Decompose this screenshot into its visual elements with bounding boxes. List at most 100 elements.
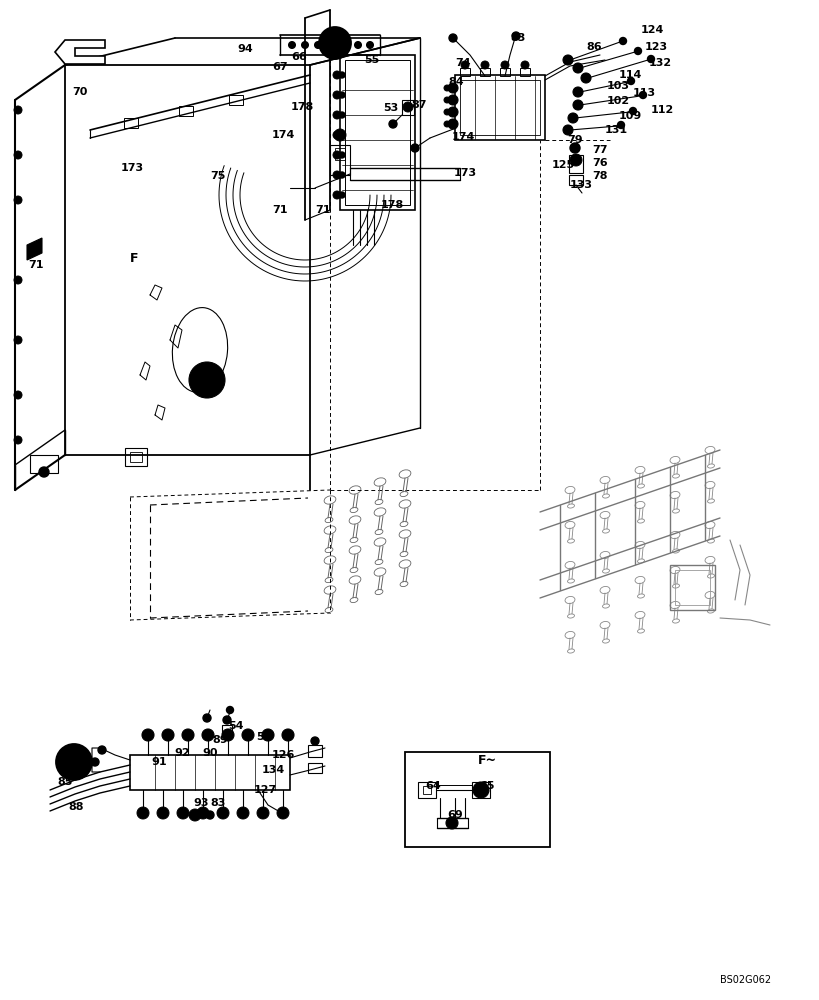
- Circle shape: [569, 143, 579, 153]
- Text: E: E: [68, 748, 76, 762]
- Text: 54: 54: [228, 721, 243, 731]
- Text: F: F: [130, 251, 138, 264]
- Bar: [418, 782, 436, 798]
- Circle shape: [14, 196, 22, 204]
- Bar: [308, 763, 322, 773]
- Circle shape: [277, 807, 288, 819]
- Circle shape: [201, 729, 214, 741]
- Circle shape: [218, 809, 226, 817]
- Circle shape: [206, 811, 214, 819]
- Circle shape: [563, 125, 572, 135]
- Bar: [30, 455, 58, 473]
- Bar: [130, 452, 142, 462]
- Text: 131: 131: [604, 125, 627, 135]
- Bar: [179, 106, 192, 116]
- Text: 67: 67: [272, 62, 287, 72]
- Circle shape: [156, 807, 169, 819]
- Bar: [479, 68, 490, 76]
- Bar: [124, 448, 147, 466]
- Bar: [329, 145, 350, 175]
- Circle shape: [449, 820, 455, 826]
- Text: 87: 87: [410, 100, 426, 110]
- Text: 91: 91: [151, 757, 166, 767]
- Circle shape: [410, 144, 419, 152]
- Circle shape: [447, 83, 458, 93]
- Text: 109: 109: [618, 111, 641, 121]
- Bar: [568, 155, 582, 173]
- Circle shape: [402, 102, 413, 112]
- Circle shape: [256, 807, 269, 819]
- Circle shape: [443, 97, 450, 103]
- Text: 79: 79: [566, 135, 582, 145]
- Bar: [308, 745, 322, 757]
- Circle shape: [319, 27, 351, 59]
- Circle shape: [338, 92, 345, 98]
- Circle shape: [572, 145, 578, 151]
- Bar: [124, 118, 138, 128]
- Text: 86: 86: [586, 42, 601, 52]
- Circle shape: [162, 729, 174, 741]
- Text: 173: 173: [121, 163, 144, 173]
- Text: 174: 174: [451, 132, 475, 142]
- Circle shape: [197, 807, 209, 819]
- Text: 94: 94: [237, 44, 252, 54]
- Text: 174: 174: [272, 130, 295, 140]
- Text: 66: 66: [291, 52, 306, 62]
- Text: 75: 75: [210, 171, 225, 181]
- Text: 178: 178: [381, 200, 404, 210]
- Text: E: E: [328, 29, 336, 42]
- Circle shape: [629, 107, 636, 114]
- Circle shape: [39, 467, 49, 477]
- Bar: [459, 68, 469, 76]
- Circle shape: [237, 807, 249, 819]
- Circle shape: [617, 121, 624, 128]
- Bar: [345, 60, 410, 205]
- Bar: [222, 725, 232, 735]
- Circle shape: [182, 729, 194, 741]
- Circle shape: [647, 55, 654, 62]
- Text: 88: 88: [68, 802, 84, 812]
- Circle shape: [222, 729, 233, 741]
- Circle shape: [447, 119, 458, 129]
- Text: F~: F~: [477, 754, 496, 766]
- Circle shape: [14, 276, 22, 284]
- Circle shape: [177, 807, 188, 819]
- Text: 90: 90: [201, 748, 217, 758]
- Circle shape: [447, 95, 458, 105]
- Bar: [455, 75, 545, 140]
- Circle shape: [341, 41, 348, 48]
- Bar: [401, 100, 414, 115]
- Text: 93: 93: [192, 798, 208, 808]
- Circle shape: [91, 758, 99, 766]
- Circle shape: [473, 782, 488, 798]
- Text: 53: 53: [256, 732, 271, 742]
- Circle shape: [449, 34, 456, 42]
- Circle shape: [618, 37, 626, 44]
- Text: 113: 113: [632, 88, 655, 98]
- Circle shape: [333, 191, 341, 199]
- Text: 65: 65: [478, 781, 494, 791]
- Circle shape: [301, 41, 308, 48]
- Circle shape: [242, 729, 254, 741]
- Circle shape: [262, 729, 274, 741]
- Circle shape: [14, 151, 22, 159]
- Bar: [405, 752, 550, 847]
- Circle shape: [500, 61, 509, 69]
- Circle shape: [627, 78, 634, 85]
- Circle shape: [446, 817, 458, 829]
- Text: 133: 133: [569, 180, 592, 190]
- Bar: [472, 782, 490, 798]
- Text: BS02G062: BS02G062: [719, 975, 770, 985]
- Text: 134: 134: [262, 765, 285, 775]
- Circle shape: [188, 362, 224, 398]
- Circle shape: [354, 41, 361, 48]
- Text: 76: 76: [591, 158, 607, 168]
- Bar: [459, 80, 540, 135]
- Bar: [335, 148, 345, 160]
- Circle shape: [338, 172, 345, 178]
- Circle shape: [137, 807, 149, 819]
- Text: 77: 77: [591, 145, 607, 155]
- Circle shape: [338, 192, 345, 198]
- Circle shape: [520, 61, 528, 69]
- Circle shape: [481, 61, 488, 69]
